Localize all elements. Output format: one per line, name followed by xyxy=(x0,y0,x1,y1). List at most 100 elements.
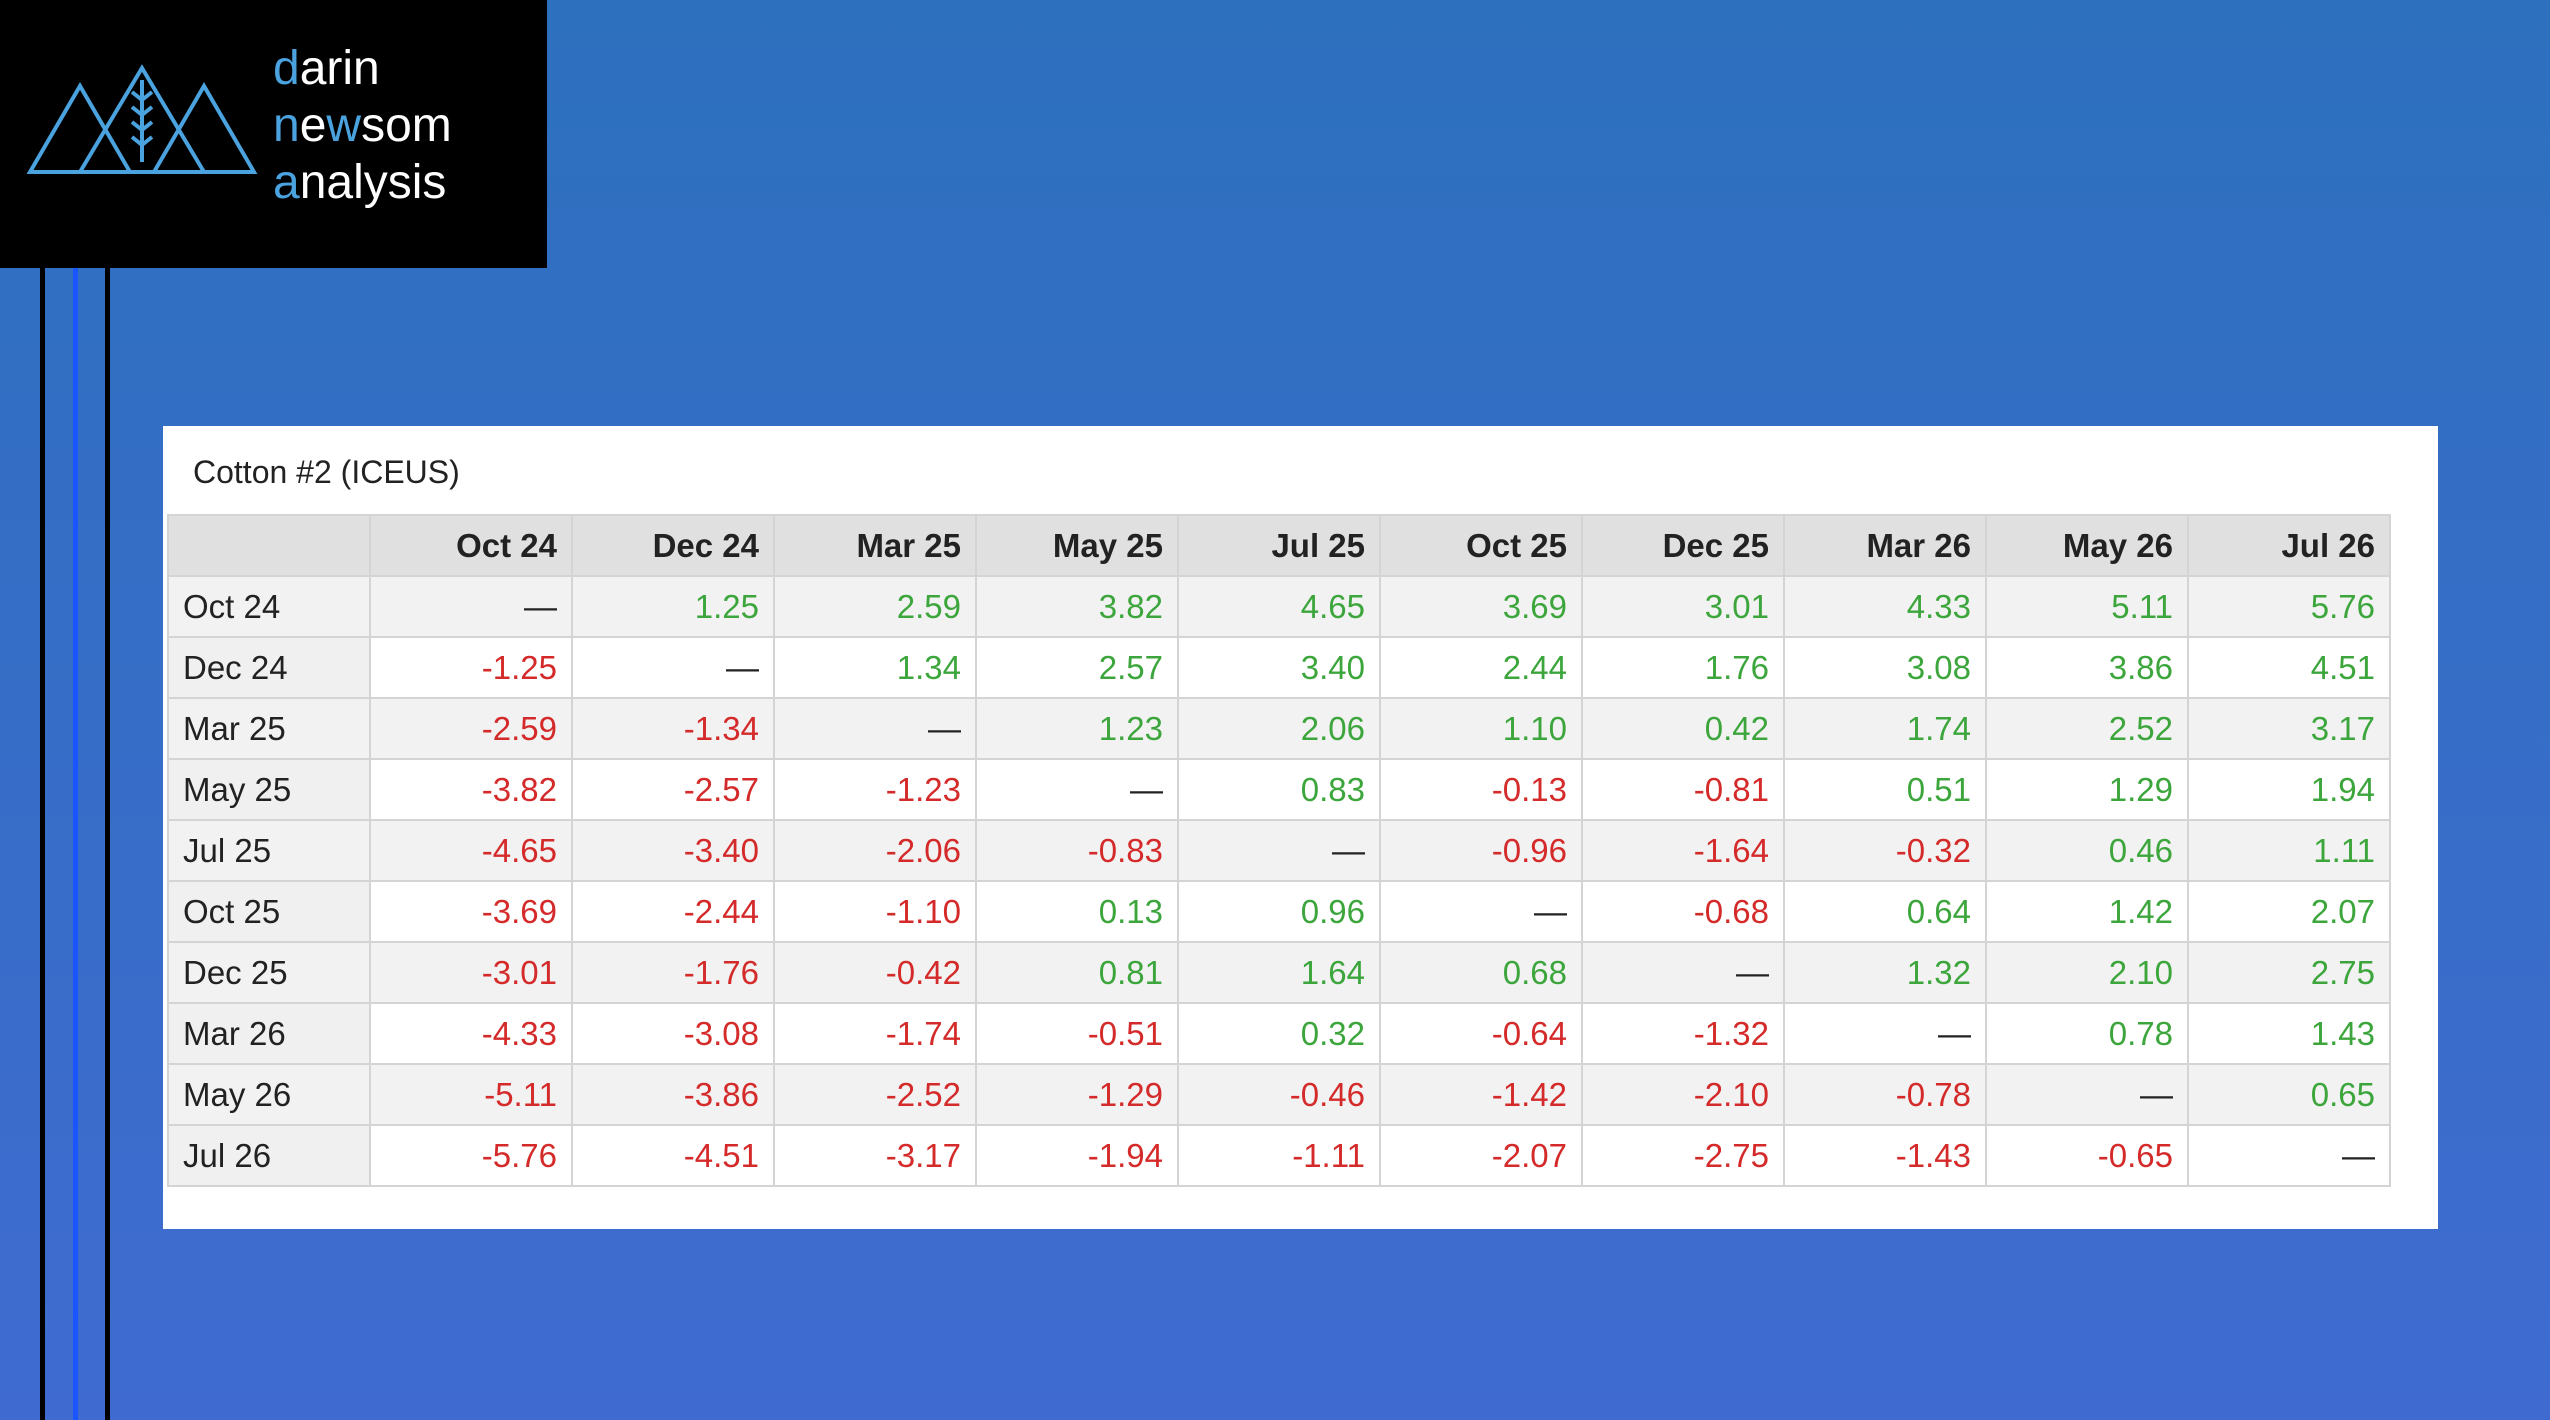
table-cell: 2.06 xyxy=(1177,697,1381,760)
table-cell: -0.96 xyxy=(1379,819,1583,882)
table-cell: 2.10 xyxy=(1985,941,2189,1004)
table-cell: 0.64 xyxy=(1783,880,1987,943)
table-cell: -3.86 xyxy=(571,1063,775,1126)
table-cell: 1.43 xyxy=(2187,1002,2391,1065)
table-cell: -1.42 xyxy=(1379,1063,1583,1126)
table-cell: 0.51 xyxy=(1783,758,1987,821)
row-label: Oct 25 xyxy=(167,880,371,943)
table-cell: 0.13 xyxy=(975,880,1179,943)
logo-word-part: n xyxy=(273,99,300,152)
table-cell: -2.07 xyxy=(1379,1124,1583,1187)
table-cell: -1.64 xyxy=(1581,819,1785,882)
table-row: Oct 25 -3.69 -2.44 -1.10 0.13 0.96— -0.68 0.64 1… xyxy=(167,880,2391,943)
table-cell: 3.86 xyxy=(1985,636,2189,699)
column-header: Oct 24 xyxy=(369,514,573,577)
table-cell: 1.74 xyxy=(1783,697,1987,760)
table-cell: -1.94 xyxy=(975,1124,1179,1187)
table-cell: 1.42 xyxy=(1985,880,2189,943)
table-cell: -0.32 xyxy=(1783,819,1987,882)
column-header: Mar 26 xyxy=(1783,514,1987,577)
table-cell: -1.43 xyxy=(1783,1124,1987,1187)
column-header: Dec 25 xyxy=(1581,514,1785,577)
table-cell: 2.75 xyxy=(2187,941,2391,1004)
table-cell: -2.75 xyxy=(1581,1124,1785,1187)
table-cell: 1.11 xyxy=(2187,819,2391,882)
table-cell: -1.11 xyxy=(1177,1124,1381,1187)
table-row: May 26 -5.11 -3.86 -2.52 -1.29 -0.46 -1.42 -2.1… xyxy=(167,1063,2391,1126)
table-cell: 3.01 xyxy=(1581,575,1785,638)
logo-line: newsom xyxy=(273,97,452,154)
header-row: Oct 24 Dec 24 Mar 25 May 25 Jul 25 Oct 25 Dec … xyxy=(167,514,2391,577)
row-label: Dec 24 xyxy=(167,636,371,699)
table-cell: -3.17 xyxy=(773,1124,977,1187)
table-row: Jul 26 -5.76 -4.51 -3.17 -1.94 -1.11 -2.07 -2.7… xyxy=(167,1124,2391,1187)
table-cell: 5.76 xyxy=(2187,575,2391,638)
table-cell: 3.82 xyxy=(975,575,1179,638)
table-cell: 0.81 xyxy=(975,941,1179,1004)
table-cell: 2.57 xyxy=(975,636,1179,699)
table-cell: -0.78 xyxy=(1783,1063,1987,1126)
table-cell: -0.83 xyxy=(975,819,1179,882)
table-cell: 0.46 xyxy=(1985,819,2189,882)
column-header: Dec 24 xyxy=(571,514,775,577)
table-cell: -0.68 xyxy=(1581,880,1785,943)
table-cell: 2.59 xyxy=(773,575,977,638)
table-cell: -0.13 xyxy=(1379,758,1583,821)
table-cell: -0.64 xyxy=(1379,1002,1583,1065)
table-cell: -3.40 xyxy=(571,819,775,882)
table-panel: Cotton #2 (ICEUS) Oct 24 Dec 24 Mar 25 May … xyxy=(163,426,2438,1229)
logo-icon xyxy=(26,64,258,174)
table-cell: 0.68 xyxy=(1379,941,1583,1004)
table-cell: -0.46 xyxy=(1177,1063,1381,1126)
table-cell: 1.76 xyxy=(1581,636,1785,699)
column-header: May 25 xyxy=(975,514,1179,577)
table-cell: -1.10 xyxy=(773,880,977,943)
table-cell: -0.51 xyxy=(975,1002,1179,1065)
logo-word-part: a xyxy=(273,156,300,209)
table-cell: 2.52 xyxy=(1985,697,2189,760)
table-cell: 4.65 xyxy=(1177,575,1381,638)
table-cell: -3.69 xyxy=(369,880,573,943)
table-cell: 3.40 xyxy=(1177,636,1381,699)
logo-word-part: e xyxy=(299,99,327,152)
table-cell: 1.34 xyxy=(773,636,977,699)
table-cell: -1.32 xyxy=(1581,1002,1785,1065)
table-cell: -1.25 xyxy=(369,636,573,699)
table-row: Oct 24—1.25 2.59 3.82 4.65 3.69 3.01 4.33 5.11 5… xyxy=(167,575,2391,638)
table-cell: -1.29 xyxy=(975,1063,1179,1126)
table-row: Jul 25 -4.65 -3.40 -2.06 -0.83— -0.96 -1.64 -0.… xyxy=(167,819,2391,882)
column-header: Jul 25 xyxy=(1177,514,1381,577)
table-cell: -2.44 xyxy=(571,880,775,943)
table-cell: -2.10 xyxy=(1581,1063,1785,1126)
table-cell: 4.33 xyxy=(1783,575,1987,638)
table-cell: -5.76 xyxy=(369,1124,573,1187)
corner-cell xyxy=(167,514,371,577)
table-cell: -3.82 xyxy=(369,758,573,821)
table-cell: — xyxy=(1379,880,1583,943)
logo-word-part: som xyxy=(361,99,452,152)
table-cell: 3.69 xyxy=(1379,575,1583,638)
table-cell: 0.65 xyxy=(2187,1063,2391,1126)
row-label: Mar 26 xyxy=(167,1002,371,1065)
row-label: May 26 xyxy=(167,1063,371,1126)
table-title: Cotton #2 (ICEUS) xyxy=(193,454,460,490)
logo-text: darin newsom analysis xyxy=(273,40,452,211)
logo-word-part: nalysis xyxy=(299,156,447,209)
table-cell: — xyxy=(1581,941,1785,1004)
table-row: Dec 25 -3.01 -1.76 -0.42 0.81 1.64 0.68—1.32 2.… xyxy=(167,941,2391,1004)
logo-line: analysis xyxy=(273,154,452,211)
table-cell: -0.65 xyxy=(1985,1124,2189,1187)
table-cell: 1.94 xyxy=(2187,758,2391,821)
table-cell: 3.17 xyxy=(2187,697,2391,760)
table-cell: 0.83 xyxy=(1177,758,1381,821)
logo-word-part: arin xyxy=(299,42,380,95)
spread-table: Oct 24 Dec 24 Mar 25 May 25 Jul 25 Oct 25 Dec … xyxy=(167,514,2391,1187)
table-cell: 1.32 xyxy=(1783,941,1987,1004)
logo-word-part: w xyxy=(326,99,362,152)
table-cell: 1.64 xyxy=(1177,941,1381,1004)
table-cell: 1.10 xyxy=(1379,697,1583,760)
table-cell: 1.23 xyxy=(975,697,1179,760)
divider xyxy=(40,268,45,1420)
divider xyxy=(105,268,110,1420)
